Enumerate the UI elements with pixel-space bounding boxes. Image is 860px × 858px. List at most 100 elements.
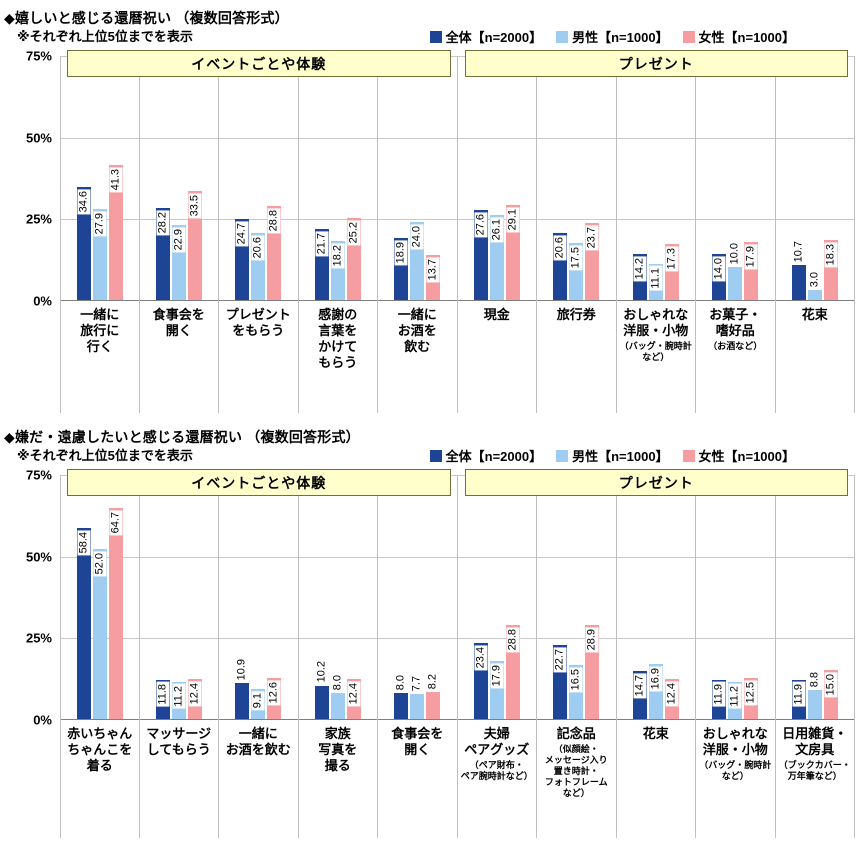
category-sublabel: （ブックカバー・ 万年筆など） xyxy=(778,760,851,781)
bar-overall: 34.6 xyxy=(76,186,91,300)
category-label-text: 赤いちゃん ちゃんこを 着る xyxy=(67,726,133,773)
bar-value: 17.3 xyxy=(665,245,679,271)
bar-male: 52.0 xyxy=(92,549,107,719)
chart-header: ◆嬉しいと感じる還暦祝い （複数回答形式） ※それぞれ上位5位までを表示 全体【… xyxy=(4,8,855,46)
chart-title-block: ◆嬉しいと感じる還暦祝い （複数回答形式） ※それぞれ上位5位までを表示 xyxy=(4,9,289,46)
bar-value: 34.6 xyxy=(77,188,91,215)
bar-male: 17.5 xyxy=(569,242,584,300)
y-tick-label: 50% xyxy=(25,130,52,146)
legend-swatch-female xyxy=(682,30,695,43)
bar-female: 12.4 xyxy=(346,678,361,719)
bar-overall: 10.2 xyxy=(314,659,329,719)
gridline xyxy=(60,56,855,57)
bar-male: 9.1 xyxy=(251,689,266,719)
bar-overall: 28.2 xyxy=(155,207,170,300)
bar-value: 20.6 xyxy=(553,234,567,261)
bar-male: 11.1 xyxy=(648,263,663,300)
y-tick-label: 50% xyxy=(25,549,52,565)
bars-area: 14.7 16.9 12.4 xyxy=(616,475,695,720)
category-label-text: 現金 xyxy=(483,307,510,322)
bar-value: 14.2 xyxy=(633,255,647,282)
bar-value: 18.3 xyxy=(824,242,838,268)
bars-area: 10.7 3.0 18.3 xyxy=(775,56,854,301)
bar-male: 16.9 xyxy=(648,663,663,719)
grid-layer xyxy=(60,56,855,301)
legend-label-overall: 全体【n=2000】 xyxy=(445,449,543,464)
category-column: 11.9 11.2 12.5 おしゃれな 洋服・小物 （バッグ・腕時計 など） xyxy=(696,475,776,838)
legend-label-female: 女性【n=1000】 xyxy=(698,449,795,464)
bar-overall: 14.7 xyxy=(632,670,647,719)
category-column: 34.6 27.9 41.3 一緒に 旅行に 行く xyxy=(60,56,140,413)
bar-value: 10.2 xyxy=(315,659,329,685)
bar-overall: 11.9 xyxy=(791,680,806,719)
chart-disliked-kanreki: ◆嫌だ・遠慮したいと感じる還暦祝い （複数回答形式） ※それぞれ上位5位までを表… xyxy=(4,427,855,838)
columns: 34.6 27.9 41.3 一緒に 旅行に 行く 28.2 22.9 33.5 食事会を 開… xyxy=(60,56,855,413)
bar-female: 29.1 xyxy=(505,204,520,300)
legend: 全体【n=2000】 男性【n=1000】 女性【n=1000】 xyxy=(429,446,855,465)
bar-female: 17.9 xyxy=(744,241,759,300)
legend-label-overall: 全体【n=2000】 xyxy=(445,30,543,45)
bar-value: 23.4 xyxy=(474,644,488,670)
category-label-text: 花束 xyxy=(801,307,828,322)
bar-male: 3.0 xyxy=(807,269,822,300)
bar-value: 17.5 xyxy=(569,244,583,271)
bars-area: 20.6 17.5 23.7 xyxy=(537,56,616,301)
bar-overall: 14.0 xyxy=(712,254,727,300)
bars-area: 24.7 20.6 28.8 xyxy=(219,56,298,301)
bar-value: 11.8 xyxy=(156,682,170,708)
bars-area: 11.9 11.2 12.5 xyxy=(696,475,775,720)
category-column: 23.4 17.9 28.8 夫婦 ペアグッズ （ペア財布・ ペア腕時計など） xyxy=(457,475,537,838)
bar-overall: 18.9 xyxy=(394,238,409,300)
bar-overall: 58.4 xyxy=(76,528,91,719)
bar-value: 9.1 xyxy=(251,691,265,711)
legend-swatch-female xyxy=(682,449,695,462)
bar-female: 64.7 xyxy=(108,507,123,719)
bar-value: 28.9 xyxy=(585,626,599,653)
category-label-text: お菓子・ 嗜好品 xyxy=(709,307,762,338)
bars-area: 14.2 11.1 17.3 xyxy=(616,56,695,301)
bar-value: 17.9 xyxy=(744,243,758,269)
category-sublabel: （ペア財布・ ペア腕時計など） xyxy=(460,760,533,781)
bar-female: 12.5 xyxy=(744,678,759,719)
bar-overall: 20.6 xyxy=(553,232,568,300)
bar-female: 28.8 xyxy=(267,205,282,300)
bar-value: 33.5 xyxy=(188,192,202,218)
legend-item-male: 男性【n=1000】 xyxy=(556,27,669,46)
bar-value: 20.6 xyxy=(251,234,265,261)
bar-overall: 14.2 xyxy=(632,253,647,300)
gridline xyxy=(60,137,855,139)
bars-area: 58.4 52.0 64.7 xyxy=(61,475,139,720)
bars-area: 8.0 7.7 8.2 xyxy=(378,475,457,720)
plot-row: 75% 50% 25% 0% 34.6 27.9 41.3 一緒に 旅行に 行く 28.2 22… xyxy=(4,49,855,413)
category-label-text: おしゃれな 洋服・小物 xyxy=(702,726,768,757)
category-label-text: 日用雑貨・ 文房具 xyxy=(782,726,848,757)
category-label: おしゃれな 洋服・小物 （バッグ・腕時計 など） xyxy=(617,301,696,363)
category-label: 旅行券 xyxy=(537,301,616,323)
columns: 58.4 52.0 64.7 赤いちゃん ちゃんこを 着る 11.8 11.2 12.4 マッ… xyxy=(60,475,855,838)
bar-value: 18.9 xyxy=(394,240,408,266)
chart-pleasing-kanreki: ◆嬉しいと感じる還暦祝い （複数回答形式） ※それぞれ上位5位までを表示 全体【… xyxy=(4,8,855,413)
legend-swatch-male xyxy=(556,449,569,462)
legend-item-male: 男性【n=1000】 xyxy=(556,446,669,465)
bar-value: 26.1 xyxy=(490,216,504,243)
category-label: お菓子・ 嗜好品 （お酒など） xyxy=(696,301,775,352)
category-label: プレゼント をもらう xyxy=(219,301,298,339)
bar-female: 28.9 xyxy=(585,624,600,719)
y-tick-label: 75% xyxy=(25,48,52,64)
category-label-text: プレゼント をもらう xyxy=(225,307,291,338)
bars-area: 22.7 16.5 28.9 xyxy=(537,475,616,720)
category-column: 11.9 8.8 15.0 日用雑貨・ 文房具 （ブックカバー・ 万年筆など） xyxy=(775,475,855,838)
bar-value: 7.7 xyxy=(410,673,424,693)
legend: 全体【n=2000】 男性【n=1000】 女性【n=1000】 xyxy=(429,27,855,46)
bar-overall: 22.7 xyxy=(553,644,568,719)
bar-male: 10.0 xyxy=(728,240,743,300)
category-column: 27.6 26.1 29.1 現金 xyxy=(457,56,537,413)
category-column: 28.2 22.9 33.5 食事会を 開く xyxy=(139,56,219,413)
bar-value: 28.8 xyxy=(267,207,281,234)
chart-note: ※それぞれ上位5位までを表示 xyxy=(17,29,193,44)
bars-area: 10.2 8.0 12.4 xyxy=(298,475,377,720)
bars-area: 10.9 9.1 12.6 xyxy=(219,475,298,720)
category-column: 10.9 9.1 12.6 一緒に お酒を飲む xyxy=(219,475,299,838)
legend-swatch-overall xyxy=(429,30,442,43)
category-column: 14.0 10.0 17.9 お菓子・ 嗜好品 （お酒など） xyxy=(696,56,776,413)
